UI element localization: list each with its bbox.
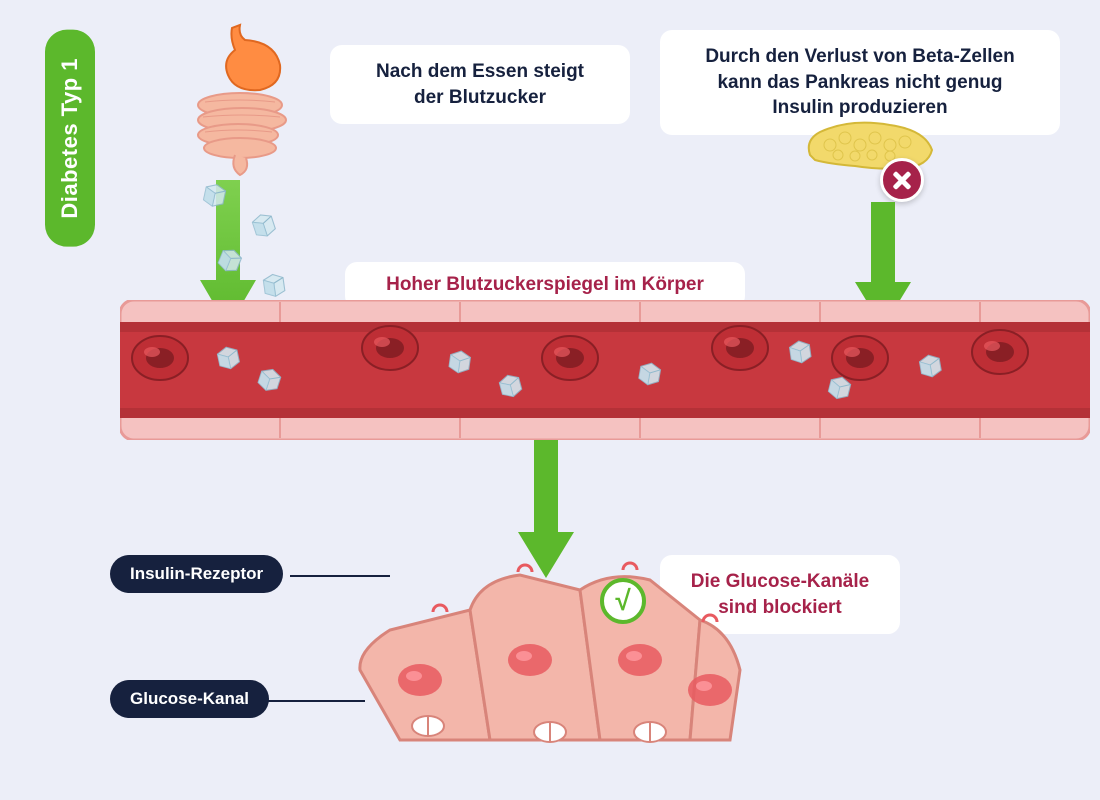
arrow-vessel-to-cells [518,440,574,580]
tissue-cells [340,560,760,770]
label-insulin-receptor: Insulin-Rezeptor [110,555,283,593]
textbox-eating-text: Nach dem Essen steigtder Blutzucker [376,61,584,108]
label-glucose-channel: Glucose-Kanal [110,680,269,718]
textbox-bloodsugar-text: Hoher Blutzuckerspiegel im Körper [386,274,704,295]
textbox-pancreas-text: Durch den Verlust von Beta-Zellenkann da… [705,46,1014,118]
check-badge-icon: √ [600,578,646,624]
digestive-organ-icon [180,20,310,180]
title-badge: Diabetes Typ 1 [45,30,95,247]
textbox-eating: Nach dem Essen steigtder Blutzucker [330,45,630,124]
blood-vessel [120,300,1090,440]
x-badge-icon [880,158,924,202]
